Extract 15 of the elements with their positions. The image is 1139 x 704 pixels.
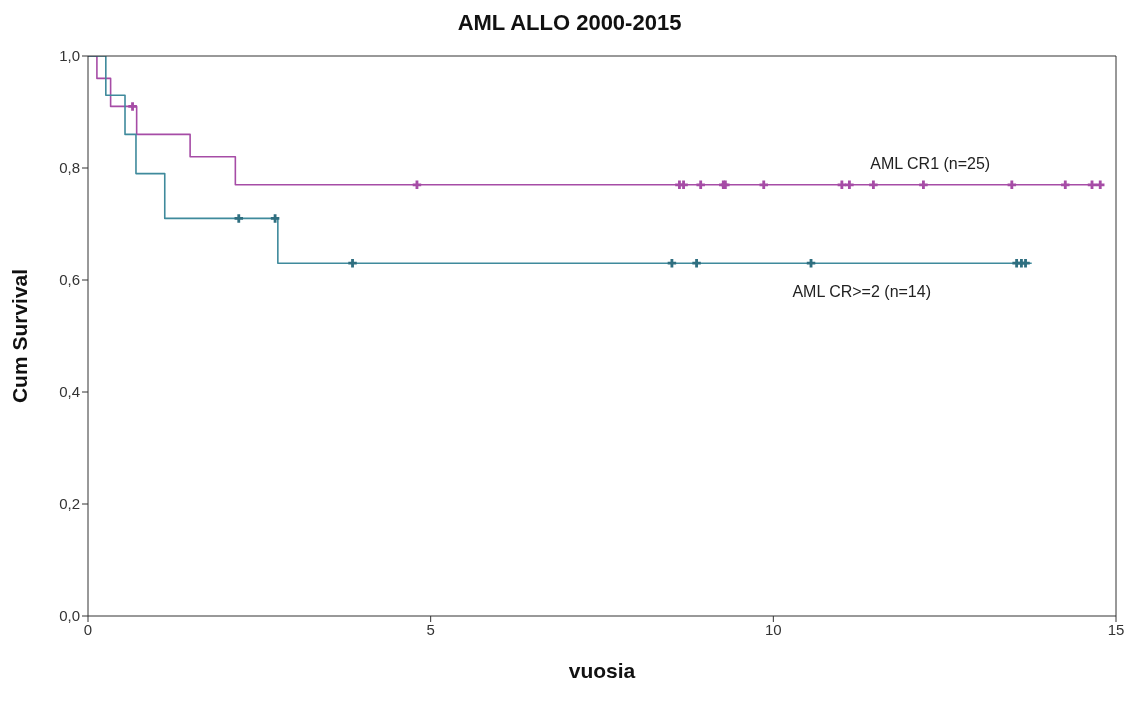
y-tick-label: 0,8 [59,159,80,177]
series-label: AML CR>=2 (n=14) [792,283,931,301]
y-tick-label: 0,0 [59,607,80,625]
x-tick-label: 5 [426,620,435,638]
series-label: AML CR1 (n=25) [870,154,991,172]
y-tick-label: 0,2 [59,495,80,513]
y-tick-label: 0,4 [59,383,80,401]
y-axis-title: Cum Survival [8,268,32,404]
x-tick-label: 15 [1107,620,1125,638]
x-tick-label: 10 [764,620,782,638]
y-tick-label: 1,0 [59,47,80,65]
y-tick-label: 0,6 [59,271,80,289]
x-tick-label: 0 [83,620,93,638]
chart-title: AML ALLO 2000-2015 [456,9,683,37]
x-axis-title: vuosia [568,659,636,682]
